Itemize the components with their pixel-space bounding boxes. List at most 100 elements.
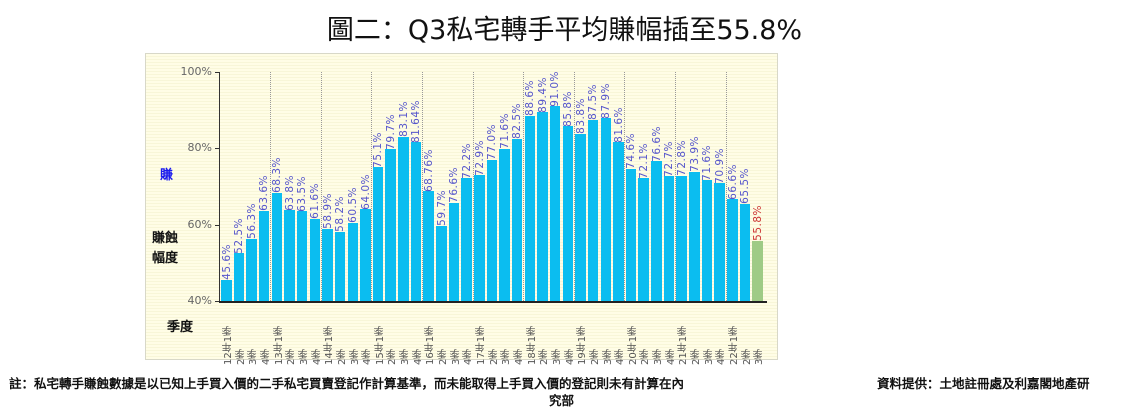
- bar: [271, 192, 283, 301]
- bar-value-label: 91.0%: [549, 70, 562, 107]
- bar: [727, 199, 738, 301]
- bar-value-label: 81.64%: [410, 100, 423, 144]
- bar: [613, 142, 624, 301]
- y-axis-line: [219, 72, 220, 302]
- bar: [663, 176, 675, 301]
- bar-value-label: 63.6%: [258, 175, 271, 212]
- bar: [410, 142, 422, 301]
- bar: [347, 222, 358, 301]
- bar-value-label: 89.4%: [536, 76, 549, 113]
- bar: [296, 211, 308, 301]
- bar: [549, 106, 561, 301]
- bar: [398, 136, 409, 301]
- bar: [651, 161, 662, 301]
- bar-value-label: 73.9%: [688, 136, 701, 172]
- bar-value-label: 72.8%: [675, 140, 688, 177]
- y-tick-mark: [215, 224, 220, 226]
- y-tick-mark: [215, 148, 220, 150]
- bar: [537, 112, 548, 301]
- bar-value-label: 88.6%: [524, 80, 537, 116]
- bar-value-label: 71.6%: [498, 113, 511, 150]
- bar: [461, 178, 472, 301]
- bar: [575, 133, 586, 301]
- bar-value-label: 58.9%: [321, 193, 334, 230]
- bar-value-label: 66.6%: [726, 163, 739, 200]
- year-gridline: [573, 72, 575, 301]
- bar: [752, 240, 763, 301]
- bar-value-label: 75.1%: [372, 131, 385, 168]
- bar: [587, 119, 599, 301]
- bar-value-label: 63.8%: [283, 174, 296, 211]
- bar: [689, 171, 700, 301]
- x-axis-line: [219, 301, 767, 303]
- bar: [511, 138, 523, 301]
- footnote: 註：私宅轉手賺蝕數據是以已知上手買入價的二手私宅買賣登記作計算基準，而未能取得上…: [9, 376, 685, 391]
- bar-value-label: 71.6%: [701, 144, 714, 181]
- bar-value-label: 81.6%: [612, 106, 625, 143]
- bar: [562, 126, 574, 301]
- bar: [423, 191, 434, 301]
- bar: [372, 167, 384, 301]
- bar-value-label: 45.6%: [220, 244, 233, 280]
- source-credit: 資料提供：土地註冊處及利嘉閣地產研: [877, 376, 1090, 391]
- bar-value-label: 83.1%: [397, 101, 410, 137]
- bar: [258, 210, 270, 301]
- bar: [385, 149, 396, 301]
- y-label-top: 賺: [160, 168, 174, 183]
- year-gridline: [371, 72, 373, 301]
- year-gridline: [421, 72, 423, 301]
- bar: [600, 118, 611, 301]
- bar: [309, 218, 321, 301]
- bar-value-label: 76.6%: [448, 167, 461, 203]
- year-gridline: [725, 72, 727, 301]
- bar: [448, 202, 460, 301]
- bar-value-label: 52.5%: [233, 217, 246, 254]
- bar-value-label: 74.6%: [625, 133, 638, 170]
- year-gridline: [523, 72, 525, 301]
- bar-value-label: 61.6%: [309, 183, 322, 219]
- bar: [638, 178, 649, 301]
- quarter-label: 3季: [754, 348, 766, 365]
- y-tick-mark: [215, 72, 220, 73]
- bar: [739, 203, 751, 301]
- bar-value-label: 60.5%: [347, 187, 359, 224]
- bar: [233, 253, 245, 301]
- year-gridline: [320, 72, 322, 301]
- bar: [714, 183, 725, 301]
- bar: [625, 168, 637, 301]
- bar-value-label: 55.8%: [751, 205, 764, 242]
- bar: [360, 209, 371, 301]
- bar-value-label: 59.7%: [435, 190, 448, 227]
- bar-value-label: 76.6%: [650, 125, 663, 162]
- y-axis-label: 賺蝕幅度: [152, 231, 179, 266]
- bar: [284, 210, 295, 301]
- bar-value-label: 68.3%: [271, 157, 284, 194]
- y-tick-label: 100%: [180, 65, 212, 78]
- year-gridline: [270, 72, 272, 301]
- bar-value-label: 65.5%: [739, 168, 752, 205]
- bar-value-label: 85.8%: [562, 90, 575, 127]
- y-tick-mark: [215, 301, 220, 302]
- bar: [246, 238, 257, 301]
- bar: [221, 279, 232, 301]
- y-tick-label: 80%: [187, 141, 212, 155]
- bar-value-label: 63.5%: [296, 175, 309, 212]
- bar: [524, 115, 536, 301]
- bar: [701, 180, 713, 301]
- bar: [499, 148, 510, 301]
- x-axis-label: 季度: [167, 320, 194, 335]
- year-gridline: [674, 72, 676, 301]
- bar: [486, 159, 498, 301]
- bar: [676, 175, 687, 301]
- bar-value-label: 77.0%: [486, 124, 499, 161]
- bar: [436, 225, 447, 301]
- bar-value-label: 82.5%: [511, 103, 524, 140]
- bar-value-label: 79.7%: [384, 113, 397, 150]
- bar-value-label: 72.7%: [663, 140, 676, 177]
- footnote-tail: 究部: [549, 393, 575, 408]
- year-gridline: [472, 72, 474, 301]
- bar-value-label: 58.2%: [334, 196, 347, 232]
- bar-value-label: 56.3%: [245, 203, 258, 240]
- bar-value-label: 87.9%: [600, 82, 612, 119]
- y-tick-label: 40%: [187, 294, 212, 307]
